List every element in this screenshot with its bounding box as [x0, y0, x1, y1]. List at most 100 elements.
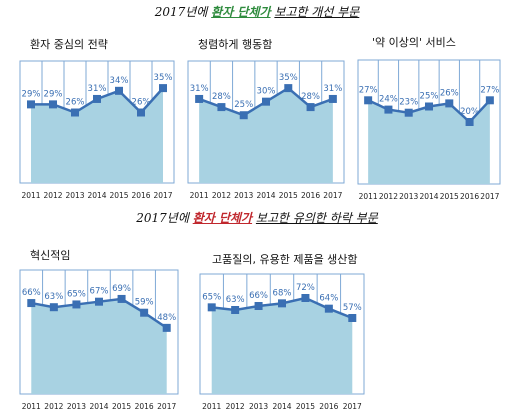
data-point [278, 299, 286, 308]
data-label: 65% [202, 292, 221, 302]
x-tick-label: 2015 [279, 191, 298, 200]
data-point [445, 99, 454, 108]
data-point [217, 103, 226, 112]
data-point [239, 111, 248, 120]
data-point [49, 100, 57, 109]
data-label: 66% [22, 288, 41, 298]
data-label: 27% [359, 85, 378, 95]
x-tick-label: 2011 [21, 191, 40, 200]
data-label: 29% [22, 89, 41, 99]
data-label: 31% [323, 84, 342, 94]
x-tick-label: 2012 [379, 192, 398, 201]
data-label: 66% [249, 291, 268, 301]
data-point [324, 304, 333, 313]
x-tick-label: 2013 [249, 402, 268, 411]
x-tick-label: 2013 [234, 191, 253, 200]
chart-innovative: 66% 2011 63% 2012 65% 2013 67% 2014 69% 2015 59% 20… [19, 269, 179, 411]
data-point [137, 108, 145, 117]
data-label: 28% [212, 92, 231, 102]
area-fill [31, 298, 167, 394]
x-tick-label: 2015 [112, 402, 131, 411]
chart-patient-centric-strategy: 29% 2011 29% 2012 26% 2013 31% 2014 34% 2015 26% 20… [19, 60, 175, 200]
data-label: 63% [44, 292, 63, 302]
data-point [95, 297, 103, 306]
data-point [425, 102, 433, 111]
x-tick-label: 2017 [480, 192, 499, 201]
data-label: 48% [157, 313, 176, 323]
x-tick-label: 2016 [301, 191, 320, 200]
x-tick-label: 2013 [67, 402, 86, 411]
chart-title: 환자 중심의 전략 [30, 38, 108, 51]
x-tick-label: 2012 [43, 191, 62, 200]
data-label: 69% [112, 284, 131, 294]
x-tick-label: 2011 [190, 191, 209, 200]
x-tick-label: 2016 [131, 191, 150, 200]
data-point [49, 303, 58, 312]
data-point [71, 108, 79, 117]
chart-acting-with-integrity: 31% 2011 28% 2012 25% 2013 30% 2014 35% 2015 28% 20… [187, 60, 345, 200]
data-label: 35% [279, 73, 298, 83]
data-label: 34% [110, 76, 129, 86]
x-tick-label: 2014 [419, 192, 438, 201]
data-label: 25% [234, 100, 253, 110]
data-point [207, 303, 216, 312]
data-point [384, 105, 393, 114]
x-tick-label: 2015 [440, 192, 459, 201]
heading-suffix: 보고한 유의한 하락 부문 [255, 211, 378, 225]
heading-improvements: 2017년에 환자 단체가 보고한 개선 부문 [0, 3, 514, 20]
heading-suffix: 보고한 개선 부문 [274, 5, 360, 19]
data-point [115, 86, 123, 95]
data-point [231, 306, 240, 314]
heading-highlight: 환자 단체가 [211, 5, 271, 19]
data-point [465, 118, 474, 126]
x-tick-label: 2012 [212, 191, 231, 200]
x-tick-label: 2014 [89, 402, 108, 411]
x-tick-label: 2016 [460, 192, 479, 201]
data-point [284, 84, 293, 93]
data-label: 28% [301, 92, 320, 102]
data-point [93, 94, 101, 103]
chart-title: 고품질의, 유용한 제품을 생산함 [212, 253, 358, 266]
area-fill [31, 88, 163, 183]
data-point [117, 294, 126, 303]
data-label: 59% [135, 298, 154, 308]
data-label: 72% [296, 283, 315, 293]
data-label: 35% [154, 73, 173, 83]
chart-title: 청렴하게 행동함 [198, 38, 273, 51]
data-point [485, 96, 494, 105]
data-label: 68% [273, 288, 292, 298]
x-tick-label: 2015 [109, 191, 128, 200]
data-label: 26% [440, 88, 459, 98]
heading-highlight: 환자 단체가 [192, 211, 253, 225]
x-tick-label: 2017 [323, 191, 342, 200]
data-point [364, 96, 373, 105]
x-tick-label: 2014 [256, 191, 275, 200]
data-label: 64% [319, 294, 338, 304]
chart-beyond-the-pill-services: 27% 2011 24% 2012 23% 2013 25% 2014 26% 2015 20% 20… [357, 59, 501, 201]
x-tick-label: 2013 [399, 192, 418, 201]
chart-title: '약 이상의' 서비스 [372, 36, 456, 49]
data-label: 31% [88, 84, 107, 94]
heading-prefix: 2017년에 [154, 5, 208, 19]
x-tick-label: 2011 [359, 192, 378, 201]
data-label: 30% [257, 87, 276, 97]
x-tick-label: 2015 [296, 402, 315, 411]
data-point [404, 108, 413, 117]
data-point [27, 100, 35, 109]
data-label: 20% [460, 107, 479, 117]
x-tick-label: 2014 [272, 402, 291, 411]
data-point [301, 294, 310, 302]
x-tick-label: 2014 [87, 191, 106, 200]
chart-title: 혁신적임 [30, 249, 71, 262]
data-point [306, 103, 315, 112]
data-point [348, 314, 357, 322]
data-label: 25% [420, 92, 439, 102]
data-label: 24% [379, 95, 398, 105]
data-point [162, 323, 171, 332]
data-point [27, 299, 36, 308]
area-fill [211, 298, 353, 394]
chart-high-quality-useful-products: 65% 2011 63% 2012 66% 2013 68% 2014 72% 2015 64% 20… [199, 273, 365, 411]
data-label: 31% [190, 84, 209, 94]
data-label: 26% [66, 98, 85, 108]
data-label: 67% [90, 287, 109, 297]
